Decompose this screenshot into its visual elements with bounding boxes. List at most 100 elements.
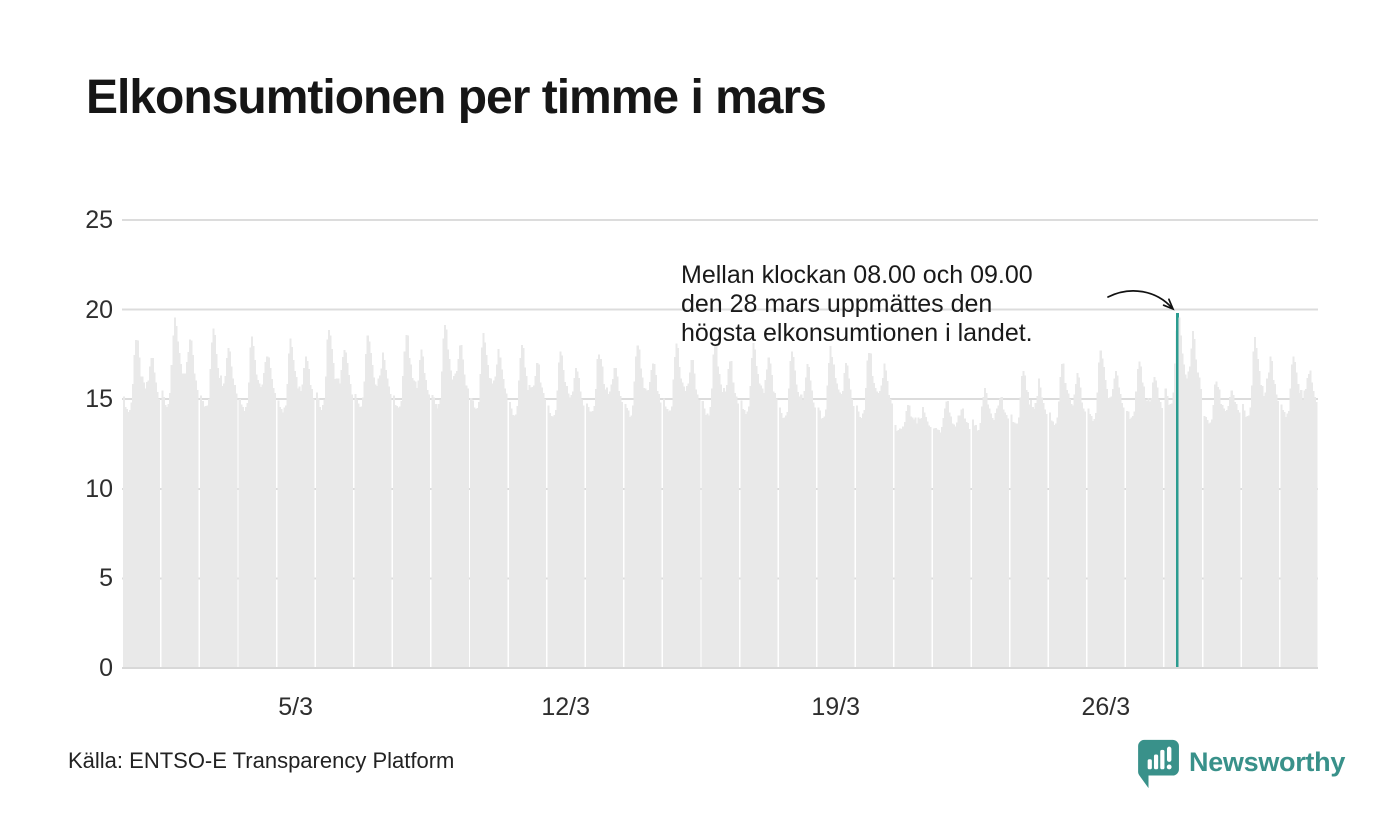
hour-bar (828, 363, 831, 668)
hour-bar (1107, 397, 1110, 668)
hour-bar (383, 360, 386, 668)
hour-bar (206, 405, 209, 668)
hour-bar (747, 406, 750, 668)
hour-bar (371, 365, 374, 668)
hour-bar (1232, 394, 1235, 668)
day-column (1203, 381, 1241, 668)
hour-bar (786, 412, 789, 668)
day-column (238, 336, 276, 668)
hour-bar (1071, 405, 1074, 668)
hour-bar (1129, 418, 1132, 668)
hour-bar (1005, 414, 1008, 668)
hour-bar (1161, 408, 1164, 668)
hour-bar (218, 377, 221, 668)
hour-bar (1312, 391, 1315, 668)
hour-bar (1267, 372, 1270, 668)
hour-bar (471, 400, 474, 668)
hour-bar (710, 388, 713, 668)
newsworthy-logo[interactable]: Newsworthy (1138, 738, 1345, 790)
hour-bar (792, 357, 795, 668)
hour-bar (363, 381, 366, 668)
hour-bar (1118, 387, 1121, 668)
hour-bar (1294, 361, 1297, 668)
hour-bar (1122, 407, 1125, 668)
x-tick-label: 19/3 (811, 693, 861, 721)
hour-bar (476, 407, 479, 668)
hour-bar (690, 360, 693, 668)
hour-bar (486, 365, 490, 668)
hour-bar (201, 401, 204, 668)
hour-bar (525, 376, 528, 668)
hour-bar (920, 417, 923, 668)
hour-bar (1215, 381, 1218, 668)
hour-bar (232, 378, 235, 668)
hour-bar (258, 383, 261, 668)
hour-bar (422, 356, 425, 668)
hour-bar (650, 369, 653, 668)
hour-bar (1169, 403, 1172, 668)
hour-bar (270, 378, 273, 668)
hour-bar (306, 360, 309, 668)
hour-bar (1203, 415, 1206, 668)
hour-bar (1152, 382, 1155, 668)
hour-bar (701, 401, 704, 668)
hour-bar (260, 386, 263, 668)
hour-bar (433, 397, 436, 668)
hour-bar (273, 393, 276, 668)
hour-bar (684, 390, 687, 668)
day-column (1280, 356, 1318, 668)
hour-bar (1167, 404, 1170, 668)
day-column (123, 339, 161, 668)
hour-bar (750, 358, 754, 668)
hour-bar (784, 415, 788, 668)
hour-bar (843, 373, 846, 668)
hour-bar (624, 403, 627, 668)
hour-bar (1220, 404, 1223, 668)
hour-bar (860, 417, 863, 668)
hour-bar (758, 383, 761, 668)
hour-bar (1289, 388, 1292, 668)
hour-bar (675, 343, 678, 668)
hour-bar (153, 372, 156, 668)
hour-bar (490, 378, 493, 668)
hour-bar (1145, 400, 1148, 668)
hour-bar (807, 366, 810, 668)
day-column (1010, 371, 1048, 668)
hour-bar (284, 405, 288, 668)
hour-bar (1102, 366, 1105, 668)
hour-bar (902, 426, 905, 668)
hour-bar (454, 373, 457, 668)
hour-bar (926, 421, 929, 668)
hour-bar (1292, 356, 1295, 668)
hour-bar (632, 405, 635, 668)
hour-bar (477, 401, 480, 668)
hour-bar (233, 385, 236, 668)
hour-bar (517, 380, 521, 668)
hour-bar (580, 399, 583, 668)
hour-bar (1022, 371, 1025, 668)
hour-bar (181, 373, 184, 668)
hour-bar (185, 361, 189, 668)
hour-bar (715, 346, 718, 668)
hour-bar (350, 394, 354, 668)
day-column (431, 325, 469, 668)
hour-bar (1113, 378, 1116, 668)
hour-bar (1266, 378, 1269, 668)
hour-bar (994, 412, 997, 668)
hour-bar (1031, 407, 1034, 668)
hour-bar (494, 376, 497, 668)
hour-bar (1010, 414, 1013, 668)
hour-bar (903, 422, 906, 668)
hour-bar (1021, 375, 1024, 668)
hour-bar (856, 405, 859, 668)
hour-bar (611, 379, 614, 668)
hour-bar (1243, 410, 1246, 668)
hour-bar (1216, 387, 1220, 668)
hour-bar (166, 407, 169, 668)
hour-bar (755, 366, 758, 668)
hour-bar (1074, 383, 1077, 668)
hour-bar (266, 356, 269, 668)
hour-bar (1077, 377, 1080, 668)
hour-bar (409, 364, 412, 668)
hour-bar (772, 391, 775, 668)
